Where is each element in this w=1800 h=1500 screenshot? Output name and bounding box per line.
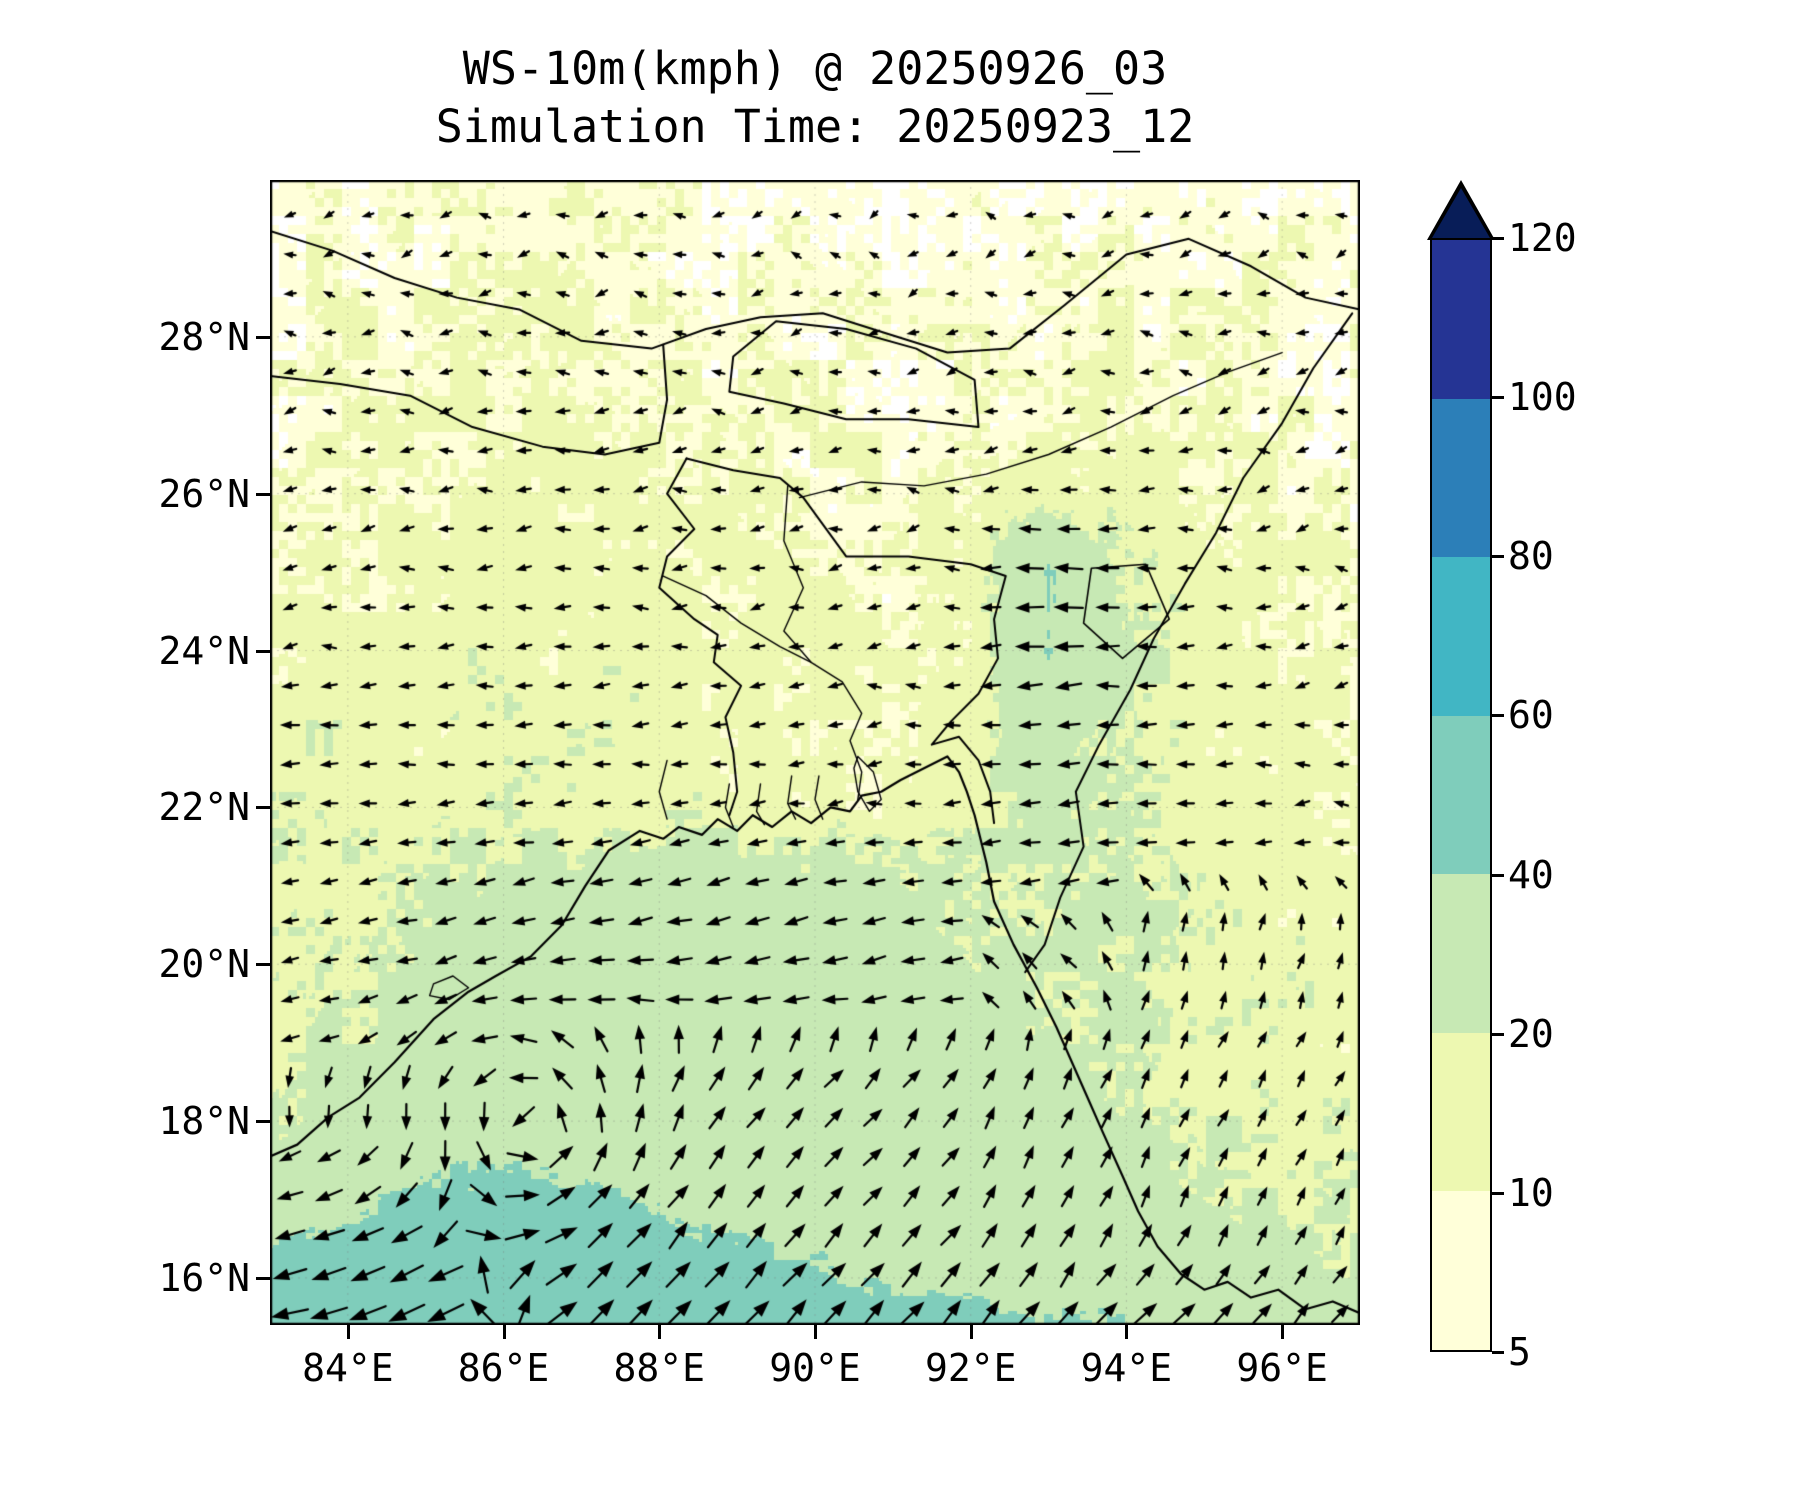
colorbar-segment xyxy=(1432,398,1490,558)
colorbar-segment xyxy=(1432,1032,1490,1192)
x-axis-tick-mark xyxy=(1281,1325,1285,1339)
y-axis-tick-label: 26°N xyxy=(158,471,250,516)
colorbar-tick-label: 20 xyxy=(1508,1011,1554,1056)
x-axis-tick-mark xyxy=(1125,1325,1129,1339)
x-axis-tick-mark xyxy=(502,1325,506,1339)
colorbar-tick-label: 40 xyxy=(1508,852,1554,897)
colorbar-tick-mark xyxy=(1492,1032,1504,1036)
y-axis-tick-label: 22°N xyxy=(158,785,250,830)
colorbar-tick-label: 60 xyxy=(1508,693,1554,738)
y-axis-tick-mark xyxy=(256,963,270,967)
y-axis-tick-label: 18°N xyxy=(158,1099,250,1144)
y-axis-tick-label: 28°N xyxy=(158,314,250,359)
x-axis-tick-mark xyxy=(346,1325,350,1339)
colorbar-tick-mark xyxy=(1492,873,1504,877)
colorbar-segment xyxy=(1432,715,1490,875)
y-axis-tick-mark xyxy=(256,492,270,496)
wind-field-canvas xyxy=(270,180,1360,1325)
x-axis-tick-mark xyxy=(969,1325,973,1339)
colorbar-tick-mark xyxy=(1492,1191,1504,1195)
x-axis-tick-label: 84°E xyxy=(302,1346,394,1390)
map-plot-area xyxy=(270,180,1360,1325)
colorbar-tick-label: 100 xyxy=(1508,375,1577,420)
colorbar xyxy=(1430,238,1492,1352)
y-axis-tick-mark xyxy=(256,649,270,653)
y-axis-tick-label: 20°N xyxy=(158,942,250,987)
colorbar-tick-label: 5 xyxy=(1508,1330,1531,1374)
chart-subtitle: Simulation Time: 20250923_12 xyxy=(435,100,1195,153)
colorbar-segment xyxy=(1432,557,1490,716)
y-axis-tick-label: 16°N xyxy=(158,1255,250,1300)
y-axis-tick-mark xyxy=(256,1120,270,1124)
y-axis-tick-label: 24°N xyxy=(158,628,250,673)
x-axis-tick-label: 90°E xyxy=(769,1346,861,1390)
y-axis-tick-mark xyxy=(256,335,270,339)
colorbar-tick-mark xyxy=(1492,396,1504,400)
colorbar-tick-mark xyxy=(1492,1351,1504,1354)
colorbar-tick-label: 10 xyxy=(1508,1170,1554,1215)
colorbar-tick-label: 120 xyxy=(1508,216,1577,260)
colorbar-tick-label: 80 xyxy=(1508,534,1554,579)
colorbar-tick-mark xyxy=(1492,714,1504,718)
colorbar-segment xyxy=(1432,240,1490,399)
x-axis-tick-mark xyxy=(658,1325,662,1339)
x-axis-tick-label: 94°E xyxy=(1080,1346,1173,1390)
x-axis-tick-label: 88°E xyxy=(613,1346,706,1390)
colorbar-segment xyxy=(1432,874,1490,1033)
x-axis-tick-label: 92°E xyxy=(924,1346,1017,1390)
colorbar-tick-mark xyxy=(1492,555,1504,559)
y-axis-tick-mark xyxy=(256,1276,270,1280)
x-axis-tick-mark xyxy=(814,1325,817,1339)
colorbar-tick-mark xyxy=(1492,237,1504,240)
x-axis-tick-label: 86°E xyxy=(457,1346,550,1390)
colorbar-extend-triangle xyxy=(1432,188,1490,238)
x-axis-tick-label: 96°E xyxy=(1236,1346,1328,1390)
y-axis-tick-mark xyxy=(256,806,270,810)
colorbar-segment xyxy=(1432,1191,1490,1351)
chart-title: WS-10m(kmph) @ 20250926_03 xyxy=(462,42,1168,95)
